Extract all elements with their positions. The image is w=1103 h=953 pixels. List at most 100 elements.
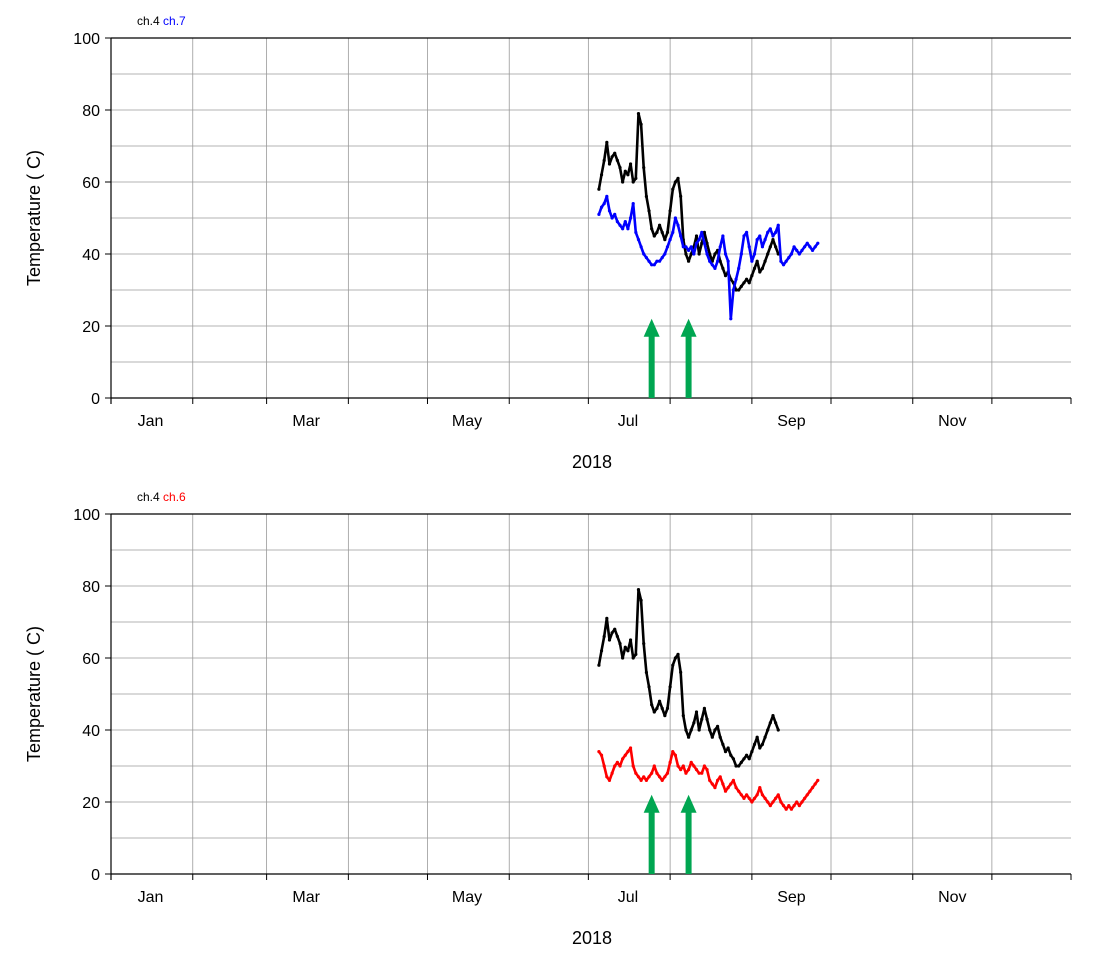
data-point <box>747 245 751 249</box>
data-point <box>621 757 625 761</box>
x-tick-label: May <box>452 889 482 906</box>
data-point <box>774 230 778 234</box>
data-point <box>694 234 699 238</box>
data-point <box>628 162 633 166</box>
data-point <box>684 245 688 249</box>
legend: ch.4 ch.6 <box>137 490 186 504</box>
data-point <box>745 753 749 757</box>
data-point <box>647 259 651 263</box>
data-point <box>599 205 604 209</box>
data-point <box>808 245 812 249</box>
data-point <box>626 750 630 754</box>
series-ch6 <box>597 746 820 811</box>
data-point <box>813 782 817 786</box>
series-line <box>597 112 780 292</box>
data-point <box>618 166 622 170</box>
data-point <box>750 274 754 278</box>
data-point <box>705 252 709 256</box>
y-axis-label: Temperature ( C) <box>24 150 44 286</box>
data-point <box>721 234 725 238</box>
series-ch4 <box>597 112 780 292</box>
data-point <box>628 746 633 750</box>
data-point <box>723 274 728 278</box>
data-point <box>774 796 778 800</box>
data-point <box>718 775 722 779</box>
data-point <box>755 259 759 263</box>
data-point <box>686 248 691 252</box>
data-point <box>657 699 662 703</box>
data-point <box>758 234 762 238</box>
x-tick-label: Sep <box>777 889 806 906</box>
data-point <box>745 230 749 234</box>
data-point <box>618 764 622 768</box>
data-point <box>705 717 709 721</box>
data-point <box>605 616 609 620</box>
data-point <box>816 241 820 245</box>
data-point <box>642 775 646 779</box>
data-point <box>750 750 754 754</box>
data-point <box>718 245 722 249</box>
data-point <box>771 234 775 238</box>
data-point <box>789 807 794 811</box>
data-point <box>708 259 712 263</box>
data-point <box>800 800 804 804</box>
data-point <box>607 162 612 166</box>
data-point <box>797 252 801 256</box>
data-point <box>694 768 699 772</box>
data-point <box>737 266 741 270</box>
data-point <box>768 721 772 725</box>
annotation-arrow <box>643 794 660 874</box>
data-point <box>679 768 683 772</box>
data-point <box>657 223 662 227</box>
data-point <box>810 786 815 790</box>
data-point <box>795 248 799 252</box>
data-point <box>750 800 754 804</box>
data-point <box>758 746 762 750</box>
data-point <box>652 764 656 768</box>
data-point <box>605 140 609 144</box>
data-point <box>792 245 796 249</box>
data-point <box>708 778 712 782</box>
data-point <box>734 277 738 281</box>
data-point <box>787 804 791 808</box>
data-point <box>758 270 762 274</box>
arrow-head <box>643 794 660 813</box>
arrow-head <box>643 318 660 337</box>
data-point <box>610 216 614 220</box>
data-point <box>795 800 799 804</box>
data-point <box>660 706 664 710</box>
data-point <box>787 256 791 260</box>
data-point <box>747 796 751 800</box>
grid-lines <box>111 514 1071 874</box>
annotation-arrow <box>680 794 697 874</box>
data-point <box>671 750 675 754</box>
legend-entry-ch4: ch.4 <box>137 14 160 28</box>
data-point <box>639 598 643 602</box>
data-point <box>623 753 627 757</box>
data-point <box>692 764 696 768</box>
data-point <box>705 768 709 772</box>
data-point <box>700 717 704 721</box>
data-point <box>808 789 812 793</box>
data-point <box>679 234 683 238</box>
data-point <box>676 176 680 180</box>
data-point <box>760 742 765 746</box>
data-point <box>723 750 728 754</box>
data-point <box>626 173 630 177</box>
data-point <box>768 804 772 808</box>
x-tick-label: Jul <box>618 413 638 430</box>
data-point <box>602 634 606 638</box>
data-point <box>647 209 651 213</box>
legend-entry-ch4: ch.4 <box>137 490 160 504</box>
data-point <box>708 252 712 256</box>
data-point <box>776 793 780 797</box>
data-point <box>636 588 641 592</box>
data-point <box>813 245 817 249</box>
data-point <box>610 155 614 159</box>
data-point <box>723 252 728 256</box>
data-point <box>642 642 646 646</box>
data-point <box>668 238 672 242</box>
data-point <box>668 209 672 213</box>
x-axis-label: 2018 <box>572 452 612 472</box>
y-tick-label: 60 <box>82 651 100 668</box>
